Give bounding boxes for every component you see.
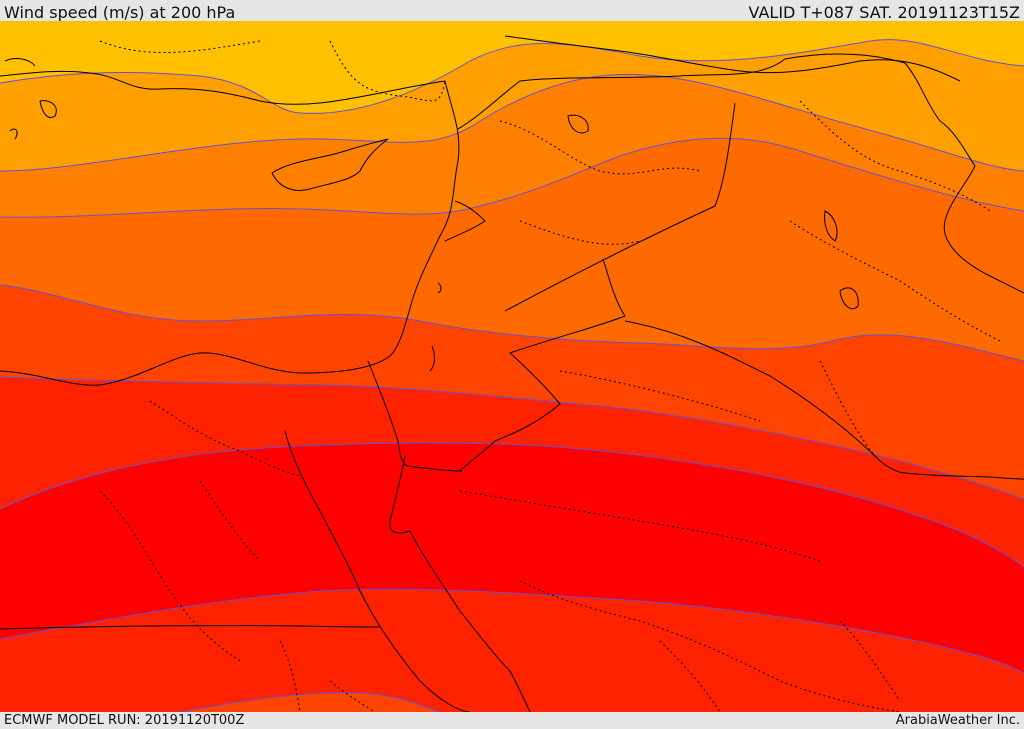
header-bar: Wind speed (m/s) at 200 hPa VALID T+087 …: [0, 0, 1024, 22]
syria-iraq-border: [504, 102, 736, 312]
valid-time: VALID T+087 SAT. 20191123T15Z: [748, 3, 1020, 22]
egypt-sudan-border: [0, 625, 381, 630]
jordan-saudi: [459, 352, 561, 472]
lake-van: [567, 114, 589, 134]
cyprus: [271, 138, 389, 191]
black-sea-coast: [504, 35, 961, 82]
red-sea-east: [389, 455, 531, 712]
turkey-iran-border: [784, 53, 976, 167]
credit: ArabiaWeather Inc.: [895, 713, 1020, 728]
saudi-iraq-border: [624, 320, 906, 474]
turkey-syria-border: [457, 58, 786, 130]
lebanon-syria: [444, 200, 486, 242]
footer-bar: ECMWF MODEL RUN: 20191120T00Z ArabiaWeat…: [0, 712, 1024, 729]
dead-sea: [429, 345, 435, 372]
band-5-south-corner: [180, 692, 440, 712]
egypt-israel-border: [367, 360, 409, 467]
iraq-jordan-saudi: [509, 258, 626, 354]
aegean-islands: [4, 58, 57, 140]
admin-boundaries: [99, 40, 1001, 712]
map-title: Wind speed (m/s) at 200 hPa: [4, 3, 236, 22]
wind-speed-map: [0, 21, 1024, 712]
kuwait-border: [904, 472, 1024, 480]
mediterranean-east-coast: [0, 80, 460, 386]
anatolia-coast: [0, 70, 446, 105]
model-run: ECMWF MODEL RUN: 20191120T00Z: [4, 713, 245, 728]
caspian-hint: [839, 287, 859, 310]
lake-urmia: [824, 210, 838, 242]
red-sea-west: [284, 430, 471, 712]
band-6-south: [0, 589, 1024, 712]
sinai-southern: [407, 465, 463, 472]
sea-of-galilee: [437, 282, 442, 294]
coastlines: [0, 35, 961, 712]
contour-lines: [0, 39, 1024, 712]
country-borders: [0, 53, 1024, 630]
